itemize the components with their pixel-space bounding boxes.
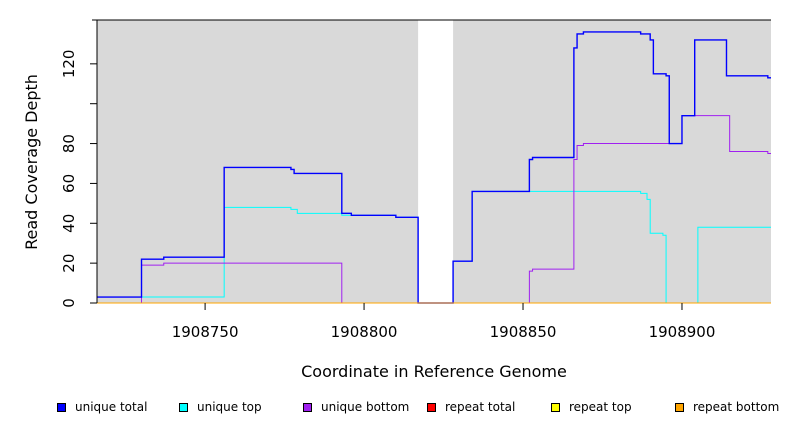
gap-region-0 <box>418 20 454 303</box>
legend-swatch <box>551 402 560 412</box>
y-axis-title: Read Coverage Depth <box>22 74 41 250</box>
x-tick-label: 1908900 <box>649 323 716 341</box>
plot-background <box>97 20 771 303</box>
y-tick-label: 20 <box>60 254 78 273</box>
legend-swatch <box>57 402 66 412</box>
y-tick-label: 40 <box>60 214 78 233</box>
series-line-unique-total <box>97 31 771 304</box>
legend-item-unique-top: unique top <box>179 400 262 414</box>
y-tick-label: 120 <box>60 50 78 79</box>
legend-label: repeat total <box>445 400 516 414</box>
legend: unique total unique top unique bottom repea… <box>0 400 792 418</box>
legend-item-repeat-total: repeat total <box>427 400 515 414</box>
y-tick-label: 0 <box>60 298 78 308</box>
legend-swatch <box>427 402 436 412</box>
legend-label: repeat top <box>569 400 632 414</box>
x-tick-label: 1908850 <box>490 323 557 341</box>
legend-swatch <box>303 402 312 412</box>
legend-label: repeat bottom <box>693 400 780 414</box>
legend-label: unique bottom <box>321 400 410 414</box>
series-lines <box>97 31 771 304</box>
coverage-chart: 0 20 40 60 80 120 1908750 1908800 1908850 1908900… <box>22 19 771 381</box>
x-tick-label: 1908750 <box>172 323 239 341</box>
legend-swatch <box>179 402 188 412</box>
legend-item-unique-bottom: unique bottom <box>303 400 409 414</box>
legend-item-repeat-bottom: repeat bottom <box>675 400 779 414</box>
axes: 0 20 40 60 80 120 1908750 1908800 1908850 1908900 <box>60 19 771 341</box>
legend-swatch <box>675 402 684 412</box>
x-axis-title: Coordinate in Reference Genome <box>301 362 567 381</box>
legend-item-unique-total: unique total <box>57 400 147 414</box>
legend-label: unique total <box>75 400 148 414</box>
y-tick-label: 80 <box>60 134 78 153</box>
legend-label: unique top <box>197 400 262 414</box>
x-tick-label: 1908800 <box>331 323 398 341</box>
series-line-unique-bottom <box>97 115 771 304</box>
y-tick-label: 60 <box>60 174 78 193</box>
legend-item-repeat-top: repeat top <box>551 400 632 414</box>
